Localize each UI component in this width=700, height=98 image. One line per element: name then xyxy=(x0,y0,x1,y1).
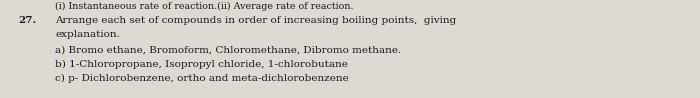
Text: 27.: 27. xyxy=(18,16,36,25)
Text: (i) Instantaneous rate of reaction.(ii) Average rate of reaction.: (i) Instantaneous rate of reaction.(ii) … xyxy=(55,2,354,11)
Text: b) 1-Chloropropane, Isopropyl chloride, 1-chlorobutane: b) 1-Chloropropane, Isopropyl chloride, … xyxy=(55,60,348,69)
Text: Arrange each set of compounds in order of increasing boiling points,  giving: Arrange each set of compounds in order o… xyxy=(55,16,456,25)
Text: c) p- Dichlorobenzene, ortho and meta-dichlorobenzene: c) p- Dichlorobenzene, ortho and meta-di… xyxy=(55,74,349,83)
Text: explanation.: explanation. xyxy=(55,30,120,39)
Text: a) Bromo ethane, Bromoform, Chloromethane, Dibromo methane.: a) Bromo ethane, Bromoform, Chloromethan… xyxy=(55,46,401,55)
